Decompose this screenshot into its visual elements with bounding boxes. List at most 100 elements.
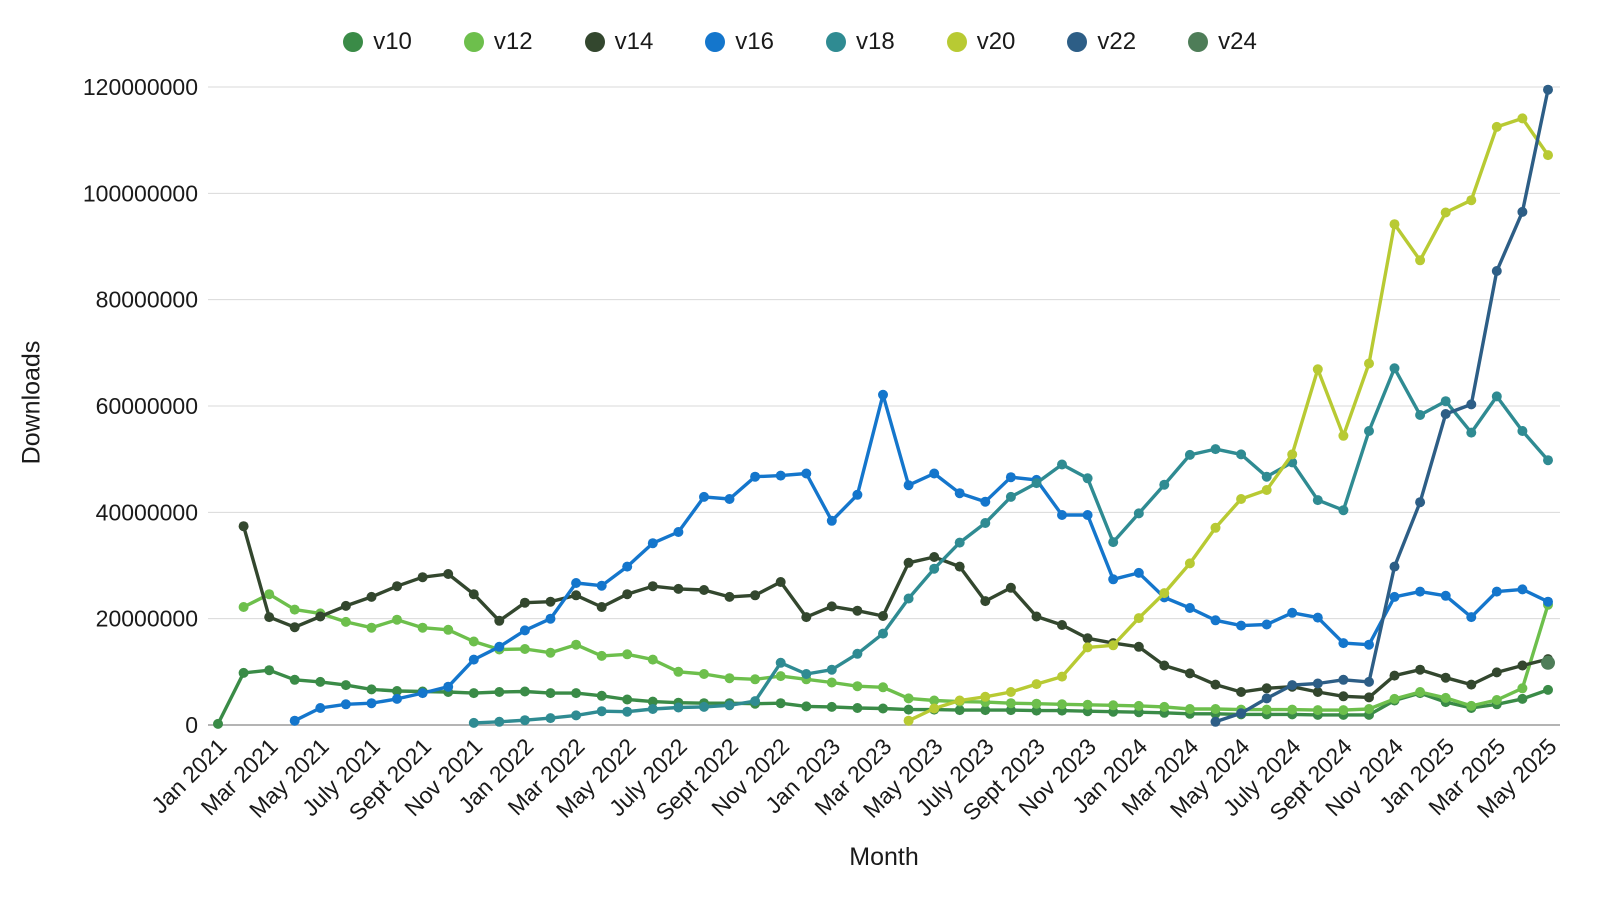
legend-dot-v12 [463, 32, 484, 52]
legend-item-v22[interactable]: v22 [1067, 30, 1136, 54]
data-point-v16 [1082, 510, 1093, 520]
data-point-v18 [1082, 473, 1093, 484]
data-point-v12 [1466, 700, 1477, 711]
data-point-v18 [571, 710, 582, 721]
legend-item-v24[interactable]: v24 [1188, 30, 1257, 54]
data-point-v18 [852, 648, 863, 659]
data-point-v18 [878, 628, 888, 639]
legend-item-v14[interactable]: v14 [584, 30, 653, 54]
data-point-v16 [1184, 603, 1195, 613]
y-tick-label: 40000000 [96, 499, 198, 525]
data-point-v22 [1287, 680, 1298, 691]
data-point-v22 [1415, 497, 1426, 508]
data-point-v20 [1466, 195, 1477, 206]
data-point-v14 [1159, 660, 1170, 671]
legend-label: v18 [856, 28, 895, 55]
legend-item-v10[interactable]: v10 [343, 30, 412, 54]
data-point-v18 [1389, 363, 1400, 374]
legend-item-v20[interactable]: v20 [946, 28, 1016, 55]
legend-item-v16[interactable]: v16 [705, 30, 774, 54]
data-point-v18 [1159, 479, 1170, 490]
data-point-v16 [1236, 620, 1247, 631]
y-tick-label: 60000000 [96, 393, 198, 419]
legend-label: v20 [976, 28, 1016, 55]
data-point-v18 [622, 706, 633, 717]
series-v24 [1541, 655, 1555, 670]
data-point-v20 [1210, 522, 1221, 533]
data-point-v10 [826, 701, 837, 712]
legend-label: v10 [373, 28, 412, 55]
data-point-v16 [443, 681, 454, 692]
data-point-v10 [980, 705, 991, 716]
data-point-v14 [494, 615, 505, 626]
data-point-v14 [647, 581, 658, 592]
data-point-v16 [673, 527, 684, 537]
data-point-v18 [826, 664, 837, 675]
data-point-v14 [724, 591, 735, 602]
data-point-v14 [1184, 668, 1195, 679]
data-point-v18 [1440, 396, 1451, 407]
data-point-v14 [571, 590, 582, 601]
data-point-v10 [366, 684, 377, 695]
data-point-v20 [1389, 219, 1400, 230]
legend-label: v12 [493, 28, 533, 55]
data-point-v16 [878, 389, 888, 400]
data-point-v20 [1543, 150, 1553, 161]
data-point-v20 [1159, 588, 1170, 599]
legend-item-v18[interactable]: v18 [826, 30, 895, 54]
data-point-v16 [519, 625, 530, 636]
data-point-v10 [289, 674, 300, 685]
data-point-v14 [264, 612, 275, 623]
data-point-v12 [903, 693, 914, 704]
data-point-v16 [1261, 619, 1272, 630]
y-axis-tick-labels: 0 20000000 40000000 60000000 80000000 1000000… [83, 74, 198, 738]
data-point-v20 [1364, 358, 1374, 369]
data-point-v10 [392, 686, 402, 696]
data-point-v18 [801, 669, 812, 679]
data-point-v16 [699, 491, 709, 502]
chart-legend: v10 v12 v14 v16 v18 v20 v22 v24 [0, 30, 1600, 54]
data-point-v14 [366, 591, 377, 602]
data-point-v14 [596, 602, 607, 612]
data-point-v16 [1543, 596, 1553, 607]
legend-dot-v20 [946, 32, 967, 52]
data-point-v14 [1338, 691, 1349, 702]
data-point-v18 [519, 715, 530, 726]
data-point-v20 [1261, 485, 1272, 495]
series-v18 [468, 363, 1553, 728]
data-point-v14 [1415, 664, 1426, 675]
legend-item-v12[interactable]: v12 [463, 28, 533, 55]
data-point-v12 [1005, 698, 1016, 709]
data-point-v10 [647, 696, 658, 707]
data-point-v10 [315, 676, 326, 687]
data-point-v12 [366, 622, 377, 633]
data-point-v20 [1133, 613, 1144, 624]
data-point-v18 [1338, 505, 1349, 516]
data-point-v16 [596, 580, 607, 591]
data-point-v14 [801, 612, 812, 623]
data-point-v12 [340, 616, 351, 627]
data-point-v22 [1210, 716, 1221, 727]
data-point-v12 [1338, 705, 1349, 716]
data-point-v12 [238, 602, 249, 612]
data-point-v14 [699, 585, 709, 595]
legend-dot-v14 [584, 32, 605, 52]
data-point-v10 [775, 698, 786, 709]
data-point-v22 [1517, 206, 1528, 217]
data-point-v12 [392, 614, 402, 625]
data-point-v14 [903, 557, 914, 568]
data-point-v10 [545, 688, 556, 699]
data-point-v18 [724, 700, 735, 711]
data-point-v14 [392, 581, 402, 592]
data-point-v12 [443, 624, 454, 635]
data-point-v14 [519, 597, 530, 608]
data-point-v20 [1415, 255, 1426, 266]
data-point-v12 [1210, 704, 1221, 714]
data-point-v10 [878, 703, 888, 714]
data-point-v14 [852, 605, 863, 616]
data-point-v10 [596, 690, 607, 701]
data-point-v22 [1466, 399, 1477, 410]
data-point-v12 [750, 674, 761, 685]
data-point-v18 [1057, 459, 1067, 470]
data-point-v22 [1338, 674, 1349, 685]
